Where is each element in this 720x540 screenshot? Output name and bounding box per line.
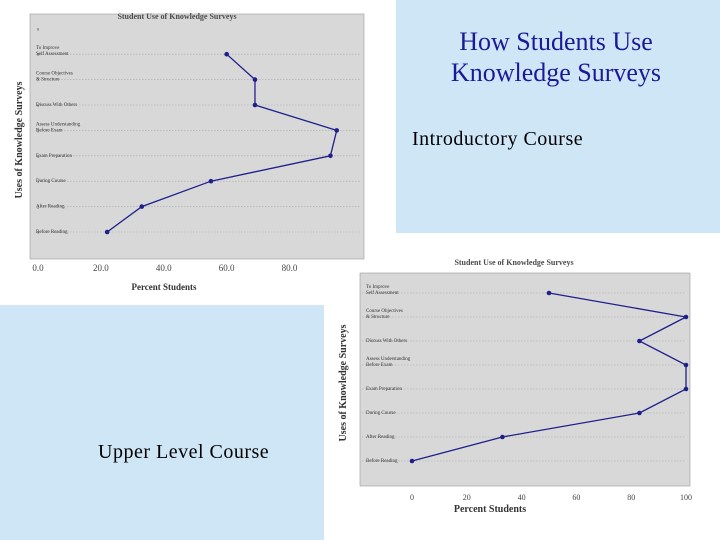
upper-data-point (637, 338, 642, 344)
upper-category-label: During Course (366, 411, 396, 416)
upper-data-point (683, 314, 689, 320)
intro-category-label: To Improve Self Assessment (36, 46, 69, 57)
intro-y-axis-label: Uses of Knowledge Surveys (14, 81, 25, 198)
upper-category-label: Before Reading (366, 459, 398, 464)
intro-y-tick-label: 2 (37, 205, 39, 210)
intro-y-tick-label: 6 (37, 103, 40, 108)
intro-x-tick-label: 40.0 (156, 263, 172, 273)
upper-x-tick-label: 100 (680, 493, 692, 502)
upper-data-point (500, 434, 505, 440)
upper-category-label: Course Objectives & Structure (366, 309, 403, 320)
upper-x-tick-label: 20 (463, 493, 471, 502)
intro-data-point (328, 153, 333, 159)
upper-data-point (683, 386, 689, 392)
intro-category-label: After Reading (36, 205, 65, 210)
intro-y-tick-label: 5 (37, 128, 40, 133)
intro-data-point (208, 178, 214, 184)
intro-category-label: Course Objectives & Structure (36, 72, 73, 83)
intro-course-label: Introductory Course (412, 128, 584, 150)
upper-x-tick-label: 40 (518, 493, 526, 502)
upper-data-point (637, 410, 642, 416)
intro-x-tick-label: 0.0 (32, 263, 44, 273)
intro-y-tick-label: 9 (37, 27, 40, 32)
intro-title: Student Use of Knowledge Surveys (117, 12, 236, 21)
intro-x-tick-label: 80.0 (282, 263, 298, 273)
upper-data-point (546, 290, 552, 296)
intro-category-label: During Course (36, 179, 66, 184)
intro-category-label: Discuss With Others (36, 103, 77, 108)
upper-x-axis-label: Percent Students (454, 504, 526, 515)
intro-category-label: Exam Preparation (36, 154, 72, 159)
intro-series-line (106, 53, 338, 233)
upper-category-label: To Improve Self Assessment (366, 285, 399, 296)
upper-y-axis-label: Uses of Knowledge Surveys (338, 324, 349, 441)
intro-category-label: Before Reading (36, 230, 68, 235)
intro-data-point (104, 229, 110, 235)
intro-data-point (224, 51, 229, 57)
intro-y-tick-label: 4 (37, 154, 40, 159)
upper-category-label: After Reading (366, 435, 395, 440)
intro-x-axis-label: Percent Students (131, 282, 197, 292)
intro-y-tick-label: 8 (37, 52, 40, 57)
intro-y-tick-label: 7 (37, 78, 40, 83)
intro-category-label: Assess Understanding Before Exam (36, 122, 81, 133)
intro-chart: Student Use of Knowledge Surveys Percent … (14, 12, 365, 292)
slide-title-line-2: Knowledge Surveys (450, 58, 662, 87)
upper-data-point (409, 458, 415, 464)
intro-data-point (139, 204, 145, 209)
upper-category-label: Assess Understanding Before Exam (366, 357, 411, 368)
upper-x-tick-label: 0 (410, 493, 414, 502)
upper-x-tick-label: 60 (572, 493, 580, 502)
slide-title: How Students Use Knowledge Surveys (412, 26, 700, 88)
upper-chart: Student Use of Knowledge Surveys Percent … (338, 258, 692, 515)
intro-x-tick-label: 60.0 (219, 263, 235, 273)
upper-category-label: Discuss With Others (366, 339, 407, 344)
intro-data-point (252, 77, 258, 82)
intro-data-point (252, 102, 258, 108)
intro-x-tick-label: 20.0 (93, 263, 109, 273)
slide-title-line-1: How Students Use (459, 27, 653, 56)
upper-data-point (683, 362, 689, 368)
intro-y-tick-label: 3 (37, 179, 40, 184)
upper-x-tick-label: 80 (627, 493, 635, 502)
upper-plot-area (359, 272, 691, 487)
upper-title: Student Use of Knowledge Surveys (454, 258, 573, 267)
intro-y-tick-label: 1 (37, 230, 39, 235)
upper-category-label: Exam Preparation (366, 387, 402, 392)
upper-course-label: Upper Level Course (98, 441, 270, 463)
intro-plot-area (29, 13, 365, 260)
upper-series-line (411, 292, 689, 462)
intro-data-point (334, 128, 340, 133)
